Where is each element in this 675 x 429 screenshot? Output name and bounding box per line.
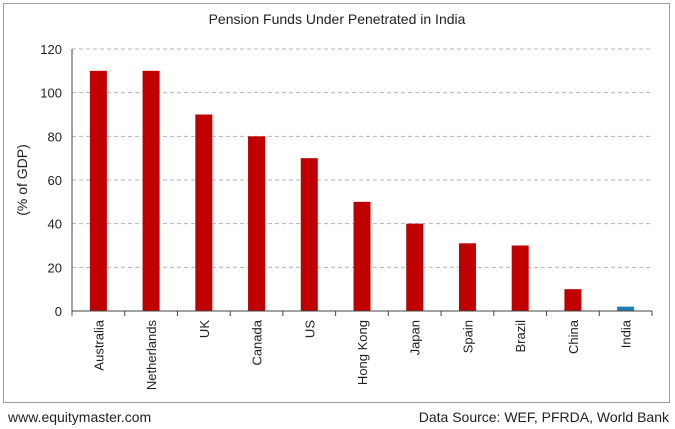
x-tick-label: Canada: [250, 319, 265, 365]
footer: www.equitymaster.com Data Source: WEF, P…: [0, 405, 675, 429]
bars: [89, 70, 635, 311]
x-tick-label: Australia: [91, 319, 106, 370]
bar-spain: [458, 243, 476, 311]
bar-chart: Pension Funds Under Penetrated in India …: [14, 11, 653, 390]
y-tick-label: 80: [48, 129, 62, 144]
x-tick-label: Japan: [408, 320, 423, 355]
bar-netherlands: [142, 70, 160, 311]
data-source: Data Source: WEF, PFRDA, World Bank: [418, 409, 669, 425]
y-tick-label: 0: [55, 304, 62, 319]
bar-india: [617, 306, 635, 311]
x-tick-label: Hong Kong: [355, 320, 370, 385]
axes: [71, 49, 653, 316]
x-tick-labels: Australia Netherlands UK Canada US Hong Kong J…: [91, 319, 633, 390]
y-tick-labels: 0 20 40 60 80 100 120: [40, 42, 62, 319]
y-tick-label: 20: [48, 260, 62, 275]
source-site[interactable]: www.equitymaster.com: [8, 409, 152, 425]
x-tick-label: Brazil: [513, 320, 528, 353]
bar-canada: [248, 136, 266, 311]
y-axis-label: (% of GDP): [14, 144, 30, 216]
bar-hong-kong: [353, 201, 371, 311]
bar-china: [564, 289, 582, 311]
bar-us: [300, 158, 318, 311]
y-tick-label: 120: [40, 42, 62, 57]
bar-uk: [195, 114, 213, 311]
bar-brazil: [511, 245, 529, 311]
x-tick-label: India: [619, 319, 634, 348]
chart-title: Pension Funds Under Penetrated in India: [209, 11, 466, 27]
x-tick-label: Netherlands: [144, 320, 159, 391]
bar-australia: [89, 70, 107, 311]
bar-japan: [406, 223, 424, 311]
x-tick-label: US: [302, 320, 317, 338]
x-tick-label: China: [566, 319, 581, 354]
y-tick-label: 60: [48, 173, 62, 188]
y-tick-label: 40: [48, 217, 62, 232]
y-tick-label: 100: [40, 86, 62, 101]
chart-frame: [3, 3, 670, 403]
x-tick-label: Spain: [460, 320, 475, 353]
x-tick-label: UK: [197, 320, 212, 338]
